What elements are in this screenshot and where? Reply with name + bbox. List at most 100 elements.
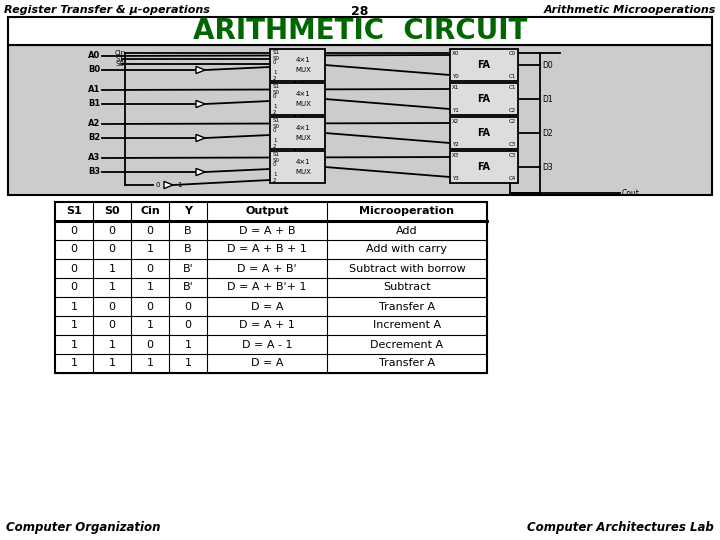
Text: MUX: MUX bbox=[295, 67, 311, 73]
Text: FA: FA bbox=[477, 94, 490, 104]
Text: S1: S1 bbox=[273, 118, 280, 124]
Text: 0: 0 bbox=[273, 129, 276, 133]
Text: 0: 0 bbox=[146, 340, 153, 349]
Text: 0: 0 bbox=[109, 226, 115, 235]
Text: 4×1: 4×1 bbox=[296, 159, 310, 165]
Text: Y0: Y0 bbox=[452, 74, 459, 79]
Text: 28: 28 bbox=[351, 5, 369, 18]
Text: B: B bbox=[184, 226, 192, 235]
Text: 1: 1 bbox=[177, 182, 181, 188]
Text: MUX: MUX bbox=[295, 169, 311, 175]
Text: 0: 0 bbox=[273, 163, 276, 167]
Bar bbox=[270, 117, 325, 149]
Text: D = A + B': D = A + B' bbox=[237, 264, 297, 273]
Text: 2: 2 bbox=[273, 76, 276, 80]
Text: B: B bbox=[184, 245, 192, 254]
Text: B1: B1 bbox=[88, 99, 100, 109]
Text: C0: C0 bbox=[509, 51, 516, 56]
Text: 0: 0 bbox=[71, 264, 78, 273]
Text: Y: Y bbox=[184, 206, 192, 217]
Text: B': B' bbox=[183, 282, 194, 293]
Text: D2: D2 bbox=[542, 129, 553, 138]
Text: 2: 2 bbox=[273, 144, 276, 149]
Text: X2: X2 bbox=[452, 119, 459, 124]
Text: S0: S0 bbox=[273, 158, 280, 163]
Text: A1: A1 bbox=[88, 85, 100, 94]
Text: Add: Add bbox=[396, 226, 418, 235]
Bar bbox=[270, 49, 325, 81]
Text: 0: 0 bbox=[71, 245, 78, 254]
Text: 1: 1 bbox=[184, 359, 192, 368]
Text: Y3: Y3 bbox=[452, 176, 459, 181]
Text: 0: 0 bbox=[273, 94, 276, 99]
Text: S0: S0 bbox=[115, 61, 124, 67]
Text: Y2: Y2 bbox=[452, 142, 459, 147]
Text: X0: X0 bbox=[452, 51, 459, 56]
Text: FA: FA bbox=[477, 60, 490, 70]
Text: C1: C1 bbox=[509, 74, 516, 79]
Text: X1: X1 bbox=[452, 85, 459, 90]
Text: Transfer A: Transfer A bbox=[379, 301, 435, 312]
Text: 0: 0 bbox=[155, 182, 160, 188]
Text: 1: 1 bbox=[109, 282, 115, 293]
Text: 1: 1 bbox=[146, 359, 153, 368]
Text: 0: 0 bbox=[71, 226, 78, 235]
Text: D3: D3 bbox=[542, 163, 553, 172]
Text: Arithmetic Microoperations: Arithmetic Microoperations bbox=[544, 5, 716, 15]
Polygon shape bbox=[196, 168, 205, 176]
Text: 1: 1 bbox=[71, 321, 78, 330]
Text: B': B' bbox=[183, 264, 194, 273]
Text: 1: 1 bbox=[184, 340, 192, 349]
Text: MUX: MUX bbox=[295, 135, 311, 141]
Text: 0: 0 bbox=[146, 301, 153, 312]
Text: 0: 0 bbox=[71, 282, 78, 293]
Polygon shape bbox=[196, 66, 205, 73]
Text: S1: S1 bbox=[273, 84, 280, 90]
Text: Computer Architectures Lab: Computer Architectures Lab bbox=[527, 521, 714, 534]
Text: Add with carry: Add with carry bbox=[366, 245, 448, 254]
Text: D0: D0 bbox=[542, 60, 553, 70]
Text: S1: S1 bbox=[273, 51, 280, 56]
Text: S1: S1 bbox=[273, 152, 280, 158]
Bar bbox=[450, 49, 518, 81]
Text: 0: 0 bbox=[109, 245, 115, 254]
Text: S0: S0 bbox=[273, 124, 280, 129]
Text: 1: 1 bbox=[71, 359, 78, 368]
Text: 1: 1 bbox=[273, 71, 276, 76]
Text: S0: S0 bbox=[273, 56, 280, 60]
Text: C3: C3 bbox=[509, 142, 516, 147]
Text: A2: A2 bbox=[88, 119, 100, 129]
Text: Decrement A: Decrement A bbox=[370, 340, 444, 349]
Text: Computer Organization: Computer Organization bbox=[6, 521, 161, 534]
Text: D = A + 1: D = A + 1 bbox=[239, 321, 295, 330]
Bar bbox=[8, 17, 712, 45]
Text: A0: A0 bbox=[88, 51, 100, 60]
Text: FA: FA bbox=[477, 162, 490, 172]
Text: 1: 1 bbox=[146, 321, 153, 330]
Text: 4×1: 4×1 bbox=[296, 57, 310, 63]
Bar bbox=[270, 151, 325, 183]
Text: Cin: Cin bbox=[115, 50, 126, 56]
Text: B2: B2 bbox=[88, 133, 100, 143]
Text: 1: 1 bbox=[109, 359, 115, 368]
Bar bbox=[450, 83, 518, 115]
Text: 1: 1 bbox=[109, 340, 115, 349]
Text: 1: 1 bbox=[146, 245, 153, 254]
Text: 0: 0 bbox=[146, 226, 153, 235]
Text: 0: 0 bbox=[184, 301, 192, 312]
Bar bbox=[450, 151, 518, 183]
Text: C4: C4 bbox=[509, 176, 516, 181]
Text: Output: Output bbox=[246, 206, 289, 217]
Text: D = A + B + 1: D = A + B + 1 bbox=[227, 245, 307, 254]
Text: A3: A3 bbox=[88, 153, 100, 163]
Text: B3: B3 bbox=[88, 167, 100, 177]
Text: Cin: Cin bbox=[140, 206, 160, 217]
Text: ARITHMETIC  CIRCUIT: ARITHMETIC CIRCUIT bbox=[193, 17, 527, 45]
Text: 4×1: 4×1 bbox=[296, 125, 310, 131]
Text: Cout: Cout bbox=[622, 188, 640, 198]
Text: Subtract with borrow: Subtract with borrow bbox=[348, 264, 465, 273]
Text: Microoperation: Microoperation bbox=[359, 206, 454, 217]
Text: S0: S0 bbox=[273, 90, 280, 94]
Bar bbox=[55, 202, 487, 373]
Text: 4×1: 4×1 bbox=[296, 91, 310, 97]
